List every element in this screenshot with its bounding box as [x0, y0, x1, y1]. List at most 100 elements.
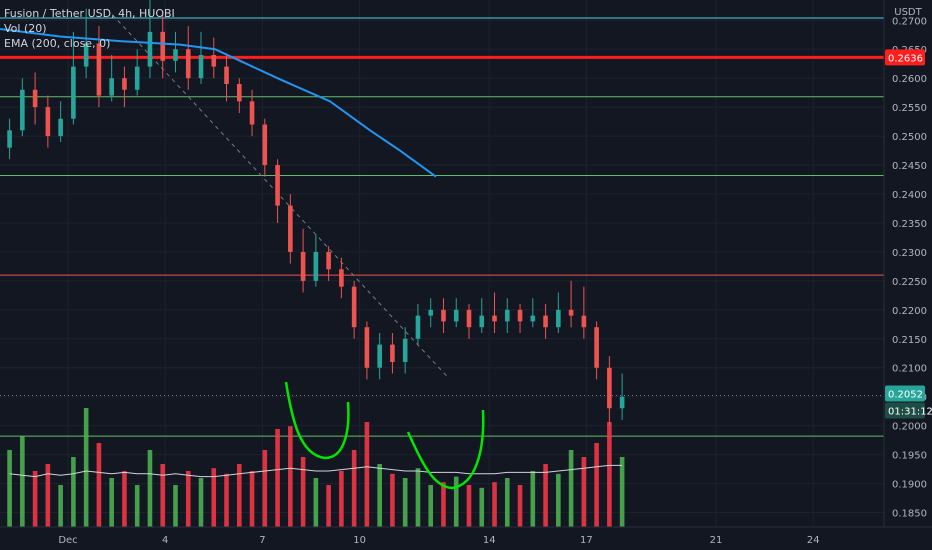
volume-bar [339, 471, 344, 527]
ema-line [0, 27, 437, 178]
y-tick-label: 0.2550 [892, 103, 927, 114]
x-tick-label: 21 [710, 535, 723, 546]
volume-bar [198, 478, 204, 527]
volume-histogram [7, 408, 625, 527]
volume-bar [568, 450, 574, 527]
candle-body [262, 124, 268, 166]
currency-label: USDT [894, 7, 922, 18]
volume-ma-line [9, 464, 623, 478]
candle-body [32, 89, 38, 108]
volume-bar [466, 485, 472, 527]
volume-bar [530, 471, 536, 527]
price-axis-bg [884, 0, 932, 550]
y-tick-label: 0.2000 [892, 422, 927, 433]
y-tick-label: 0.2200 [892, 306, 927, 317]
volume-bar [173, 485, 178, 527]
volume-bar [32, 471, 38, 527]
volume-bar [262, 450, 268, 527]
y-tick-label: 0.1950 [892, 451, 927, 462]
candle-body [568, 309, 574, 316]
candle-body [581, 315, 587, 328]
volume-bar [415, 468, 421, 527]
volume-bar [83, 408, 89, 527]
volume-bar [351, 450, 357, 527]
x-tick-label: 17 [580, 535, 593, 546]
volume-bar [211, 468, 217, 527]
candle-body [377, 344, 382, 368]
candle-body [173, 49, 178, 61]
volume-bar [45, 464, 51, 527]
volume-bar [160, 464, 166, 527]
volume-bar [7, 450, 12, 527]
y-tick-label: 0.2250 [892, 277, 927, 288]
volume-bar [134, 485, 140, 527]
price-axis: USDT0.27000.26500.26000.25500.25000.2450… [883, 0, 932, 550]
candle-body [160, 31, 166, 61]
candle-body [288, 205, 293, 252]
y-tick-label: 0.2500 [892, 132, 927, 143]
volume-bar [492, 482, 497, 527]
volume-bar [185, 471, 191, 527]
price-badge-current: 0.2052 [885, 385, 925, 402]
volume-bar [479, 487, 485, 527]
candle-body [275, 165, 280, 206]
candle-body [249, 101, 255, 125]
volume-bar [390, 473, 395, 527]
candle-body [147, 31, 153, 67]
volume-bar [326, 485, 331, 527]
volume-bar [122, 471, 127, 527]
candle-body [517, 309, 523, 322]
candle-body [428, 309, 434, 316]
y-tick-label: 0.2300 [892, 248, 927, 259]
ema-polyline [0, 27, 437, 178]
countdown-badge: 01:31:12 [885, 402, 932, 419]
svg-text:0.2636: 0.2636 [888, 53, 923, 64]
candle-body [71, 66, 76, 119]
x-tick-label: 10 [353, 535, 366, 546]
legend-ema: EMA (200, close, 0) [4, 37, 111, 50]
candle-body [466, 309, 472, 328]
volume-bar [288, 426, 293, 527]
candle-body [607, 367, 612, 409]
x-tick-label: 4 [162, 535, 168, 546]
volume-bar [402, 478, 408, 527]
candle-body [134, 66, 140, 90]
volume-bar [313, 478, 319, 527]
time-axis-bg [0, 527, 932, 550]
candlestick-series [7, 0, 625, 426]
y-tick-label: 0.2450 [892, 161, 927, 172]
candle-body [402, 338, 408, 362]
candle-body [543, 315, 548, 328]
candle-body [122, 78, 127, 90]
svg-text:01:31:12: 01:31:12 [888, 407, 932, 418]
candle-body [364, 327, 370, 368]
svg-text:0.2052: 0.2052 [888, 390, 923, 401]
candle-body [185, 49, 191, 79]
volume-bar [109, 478, 114, 527]
legend-title: Fusion / Tether USD, 4h, HUOBI [4, 7, 175, 20]
volume-bar [224, 473, 229, 527]
volume-bar [607, 422, 612, 527]
y-tick-label: 0.2400 [892, 190, 927, 201]
volume-bar [377, 464, 382, 527]
candle-body [504, 309, 510, 322]
y-tick-label: 0.2150 [892, 335, 927, 346]
volume-bar [428, 485, 434, 527]
candle-body [109, 78, 114, 96]
candle-body [326, 251, 331, 270]
candle-body [198, 55, 204, 79]
volume-bar [364, 422, 370, 527]
candle-body [339, 269, 344, 287]
y-tick-label: 0.1900 [892, 480, 927, 491]
volume-bar [517, 485, 523, 527]
candle-body [300, 251, 306, 281]
y-tick-label: 0.1850 [892, 509, 927, 520]
chart-legend: Fusion / Tether USD, 4h, HUOBI Vol (20) … [4, 6, 175, 51]
candle-body [415, 315, 421, 339]
candle-body [619, 396, 625, 409]
cup-drawings [284, 381, 485, 490]
candle-body [453, 309, 459, 322]
x-tick-label: 7 [259, 535, 265, 546]
candle-body [313, 251, 319, 281]
